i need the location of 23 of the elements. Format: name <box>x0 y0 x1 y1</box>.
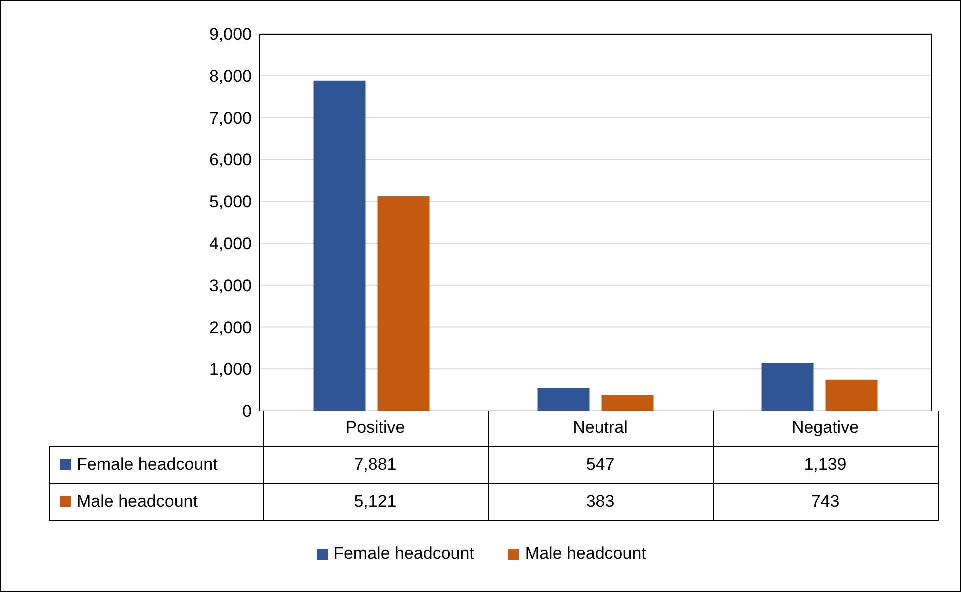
y-tick-label: 2,000 <box>209 318 252 338</box>
y-tick-label: 6,000 <box>209 150 252 170</box>
y-tick-label: 0 <box>242 402 252 422</box>
x-tick-label: Negative <box>713 411 938 446</box>
text: Male headcount <box>77 492 198 510</box>
data-label: 743 <box>713 483 938 520</box>
y-tick-label: 5,000 <box>209 192 252 212</box>
y-tick-label: 1,000 <box>209 360 252 380</box>
data-label: 7,881 <box>263 446 488 483</box>
data-label: 5,121 <box>263 483 488 520</box>
text: Female headcount <box>334 544 474 563</box>
legend-label: Male headcount <box>524 544 646 564</box>
y-tick-label: 8,000 <box>209 66 252 86</box>
legend-label: Female headcount <box>50 446 263 483</box>
y-tick-label: 9,000 <box>209 25 252 44</box>
y-tick-label: 3,000 <box>209 276 252 296</box>
x-tick-label: Neutral <box>488 411 713 446</box>
data-label: 1,139 <box>713 446 938 483</box>
x-tick-label: Positive <box>263 411 488 446</box>
y-tick-label: 4,000 <box>209 234 252 254</box>
y-tick-label: 7,000 <box>209 108 252 128</box>
data-label: 547 <box>488 446 713 483</box>
data-label: 383 <box>488 483 713 520</box>
